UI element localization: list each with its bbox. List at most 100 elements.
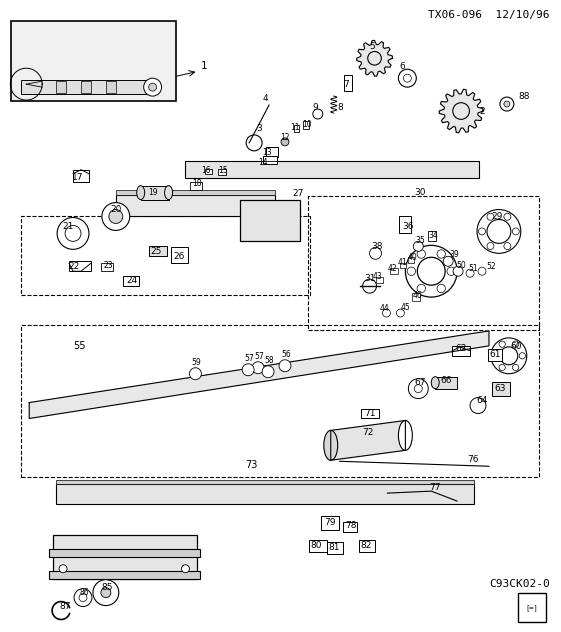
Text: 8: 8 (338, 103, 343, 112)
Bar (266, 147, 278, 157)
Text: 82: 82 (361, 541, 372, 550)
Bar (375, 277, 384, 283)
Text: 79: 79 (324, 518, 335, 527)
Bar (435, 377, 457, 389)
Circle shape (397, 309, 404, 317)
Text: 15: 15 (218, 166, 228, 174)
Text: 38: 38 (371, 242, 383, 252)
Text: 64: 64 (476, 396, 488, 404)
Circle shape (242, 364, 254, 375)
Bar (358, 540, 375, 552)
Bar (106, 81, 116, 93)
Circle shape (408, 379, 428, 399)
Bar (399, 216, 411, 233)
Circle shape (383, 309, 390, 317)
Circle shape (313, 109, 323, 119)
Bar (11, 21, 176, 101)
Bar (412, 293, 420, 301)
Text: 45: 45 (401, 303, 410, 312)
Text: 78: 78 (346, 521, 357, 530)
Text: 41: 41 (397, 258, 407, 267)
Text: 62: 62 (455, 344, 467, 353)
Bar (73, 170, 89, 181)
Bar (56, 480, 474, 484)
Circle shape (252, 362, 264, 374)
Text: 26: 26 (173, 252, 185, 261)
Circle shape (370, 247, 381, 259)
Bar (49, 571, 200, 579)
Text: 39: 39 (449, 250, 459, 259)
Text: 12: 12 (280, 133, 289, 142)
Circle shape (79, 593, 87, 602)
Bar (321, 516, 339, 530)
Circle shape (74, 588, 92, 607)
Ellipse shape (137, 186, 145, 200)
Circle shape (403, 74, 411, 82)
Bar (452, 346, 470, 356)
Bar (123, 276, 139, 286)
Text: 61: 61 (489, 349, 500, 359)
Text: 63: 63 (494, 384, 505, 392)
Bar (344, 75, 352, 91)
Text: 7: 7 (344, 80, 350, 89)
Text: 9: 9 (313, 103, 319, 112)
Text: 27: 27 (292, 188, 304, 198)
Circle shape (57, 217, 89, 250)
Text: 6: 6 (399, 62, 405, 71)
Bar (294, 125, 299, 132)
Text: 51: 51 (468, 264, 478, 273)
Bar (263, 156, 277, 164)
Circle shape (466, 269, 474, 277)
Text: 87: 87 (59, 602, 71, 611)
Text: 60: 60 (511, 342, 522, 351)
Ellipse shape (431, 377, 439, 389)
Text: 23: 23 (104, 261, 113, 270)
Polygon shape (331, 420, 406, 460)
Bar (303, 121, 309, 129)
Polygon shape (240, 200, 300, 241)
Bar (141, 186, 168, 200)
Text: 20: 20 (111, 205, 122, 214)
Text: 57: 57 (244, 354, 254, 363)
Text: 44: 44 (379, 304, 389, 313)
Text: 17: 17 (72, 173, 84, 181)
Circle shape (102, 203, 130, 231)
Bar (488, 349, 502, 361)
Bar (21, 325, 539, 477)
Circle shape (504, 101, 510, 107)
Text: 59: 59 (191, 358, 201, 367)
Bar (492, 382, 510, 396)
Text: 2: 2 (479, 107, 485, 116)
Bar (308, 195, 539, 330)
Text: 66: 66 (440, 375, 452, 385)
Text: 18: 18 (192, 179, 202, 188)
Text: 40: 40 (407, 253, 417, 262)
Ellipse shape (324, 430, 338, 460)
Text: 46: 46 (412, 291, 422, 300)
Bar (327, 542, 343, 554)
Circle shape (415, 385, 422, 392)
Text: 80: 80 (311, 541, 323, 550)
Ellipse shape (398, 420, 412, 451)
Circle shape (279, 360, 291, 372)
Bar (190, 181, 203, 190)
Bar (390, 268, 398, 274)
Bar (205, 169, 213, 174)
Bar (149, 246, 167, 257)
Bar (428, 231, 436, 241)
Circle shape (109, 210, 123, 224)
Circle shape (443, 257, 453, 266)
Text: 29: 29 (491, 212, 502, 221)
Text: 55: 55 (73, 341, 85, 351)
Bar (21, 80, 151, 94)
Text: 50: 50 (456, 261, 466, 270)
Circle shape (281, 138, 289, 146)
Text: 34: 34 (428, 231, 438, 240)
Text: 35: 35 (415, 236, 425, 245)
Text: [=]: [=] (525, 604, 538, 611)
Bar (116, 190, 275, 195)
Text: 36: 36 (402, 222, 414, 231)
Circle shape (398, 70, 416, 87)
Circle shape (144, 78, 162, 96)
Text: 24: 24 (127, 276, 138, 285)
